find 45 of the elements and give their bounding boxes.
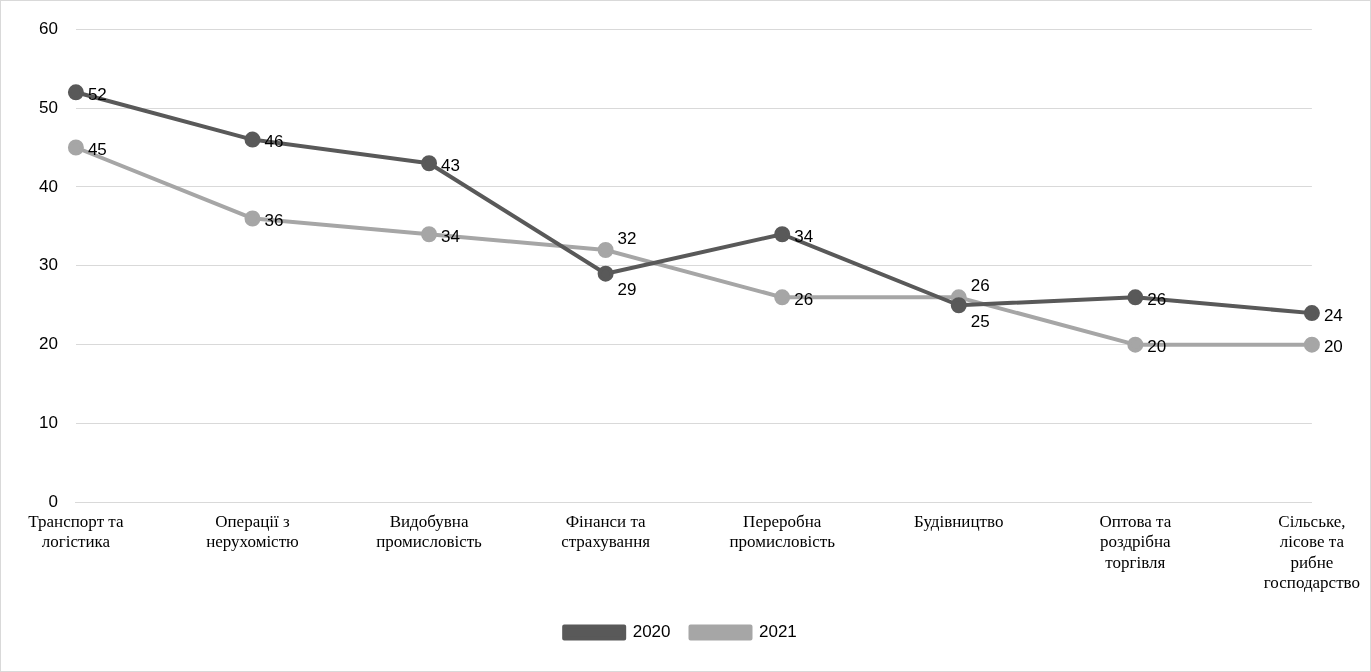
x-tick-label: Оптова та роздрібна торгівля [1099, 512, 1172, 572]
x-tick-label: Видобувна промисловість [376, 512, 483, 552]
y-tick-label: 30 [38, 255, 58, 275]
data-label: 32 [617, 228, 637, 248]
point [244, 131, 261, 148]
legend-label: 2021 [759, 622, 797, 642]
point [67, 84, 84, 101]
y-tick-label: 50 [38, 97, 58, 117]
x-tick-label: Операції з нерухомістю [206, 512, 300, 552]
x-tick-label: Фінанси та страхування [561, 512, 651, 552]
point [597, 242, 614, 259]
data-label: 34 [441, 226, 460, 246]
y-tick-label: 20 [38, 334, 58, 354]
point [597, 265, 614, 282]
point [1127, 289, 1144, 306]
data-label: 26 [794, 290, 814, 310]
legend-label: 2020 [632, 622, 671, 642]
data-label: 25 [970, 311, 990, 331]
y-tick-label: 10 [38, 413, 58, 433]
data-label: 24 [1323, 305, 1343, 325]
data-label: 26 [970, 276, 990, 296]
point [774, 226, 791, 243]
point [1303, 336, 1320, 353]
data-label: 43 [441, 155, 460, 175]
y-tick-label: 40 [38, 176, 58, 196]
point [421, 226, 438, 243]
y-tick-label: 0 [48, 492, 58, 512]
point [67, 139, 84, 156]
point [950, 297, 967, 314]
data-label: 34 [794, 226, 814, 246]
point [244, 210, 261, 227]
point [421, 155, 438, 172]
data-label: 45 [87, 140, 107, 160]
data-label: 20 [1147, 337, 1167, 357]
x-tick-label: Будівництво [914, 512, 1004, 532]
point [774, 289, 791, 306]
data-label: 20 [1323, 337, 1343, 357]
point [1303, 305, 1320, 322]
data-label: 29 [617, 280, 637, 300]
y-tick-label: 60 [38, 18, 58, 38]
point [1127, 336, 1144, 353]
data-label: 36 [264, 211, 284, 231]
x-tick-label: Переробна промисловість [729, 512, 836, 552]
x-tick-label: Сільське, лісове та рибне господарство [1263, 512, 1361, 593]
x-tick-label: Транспорт та логістика [28, 512, 124, 552]
